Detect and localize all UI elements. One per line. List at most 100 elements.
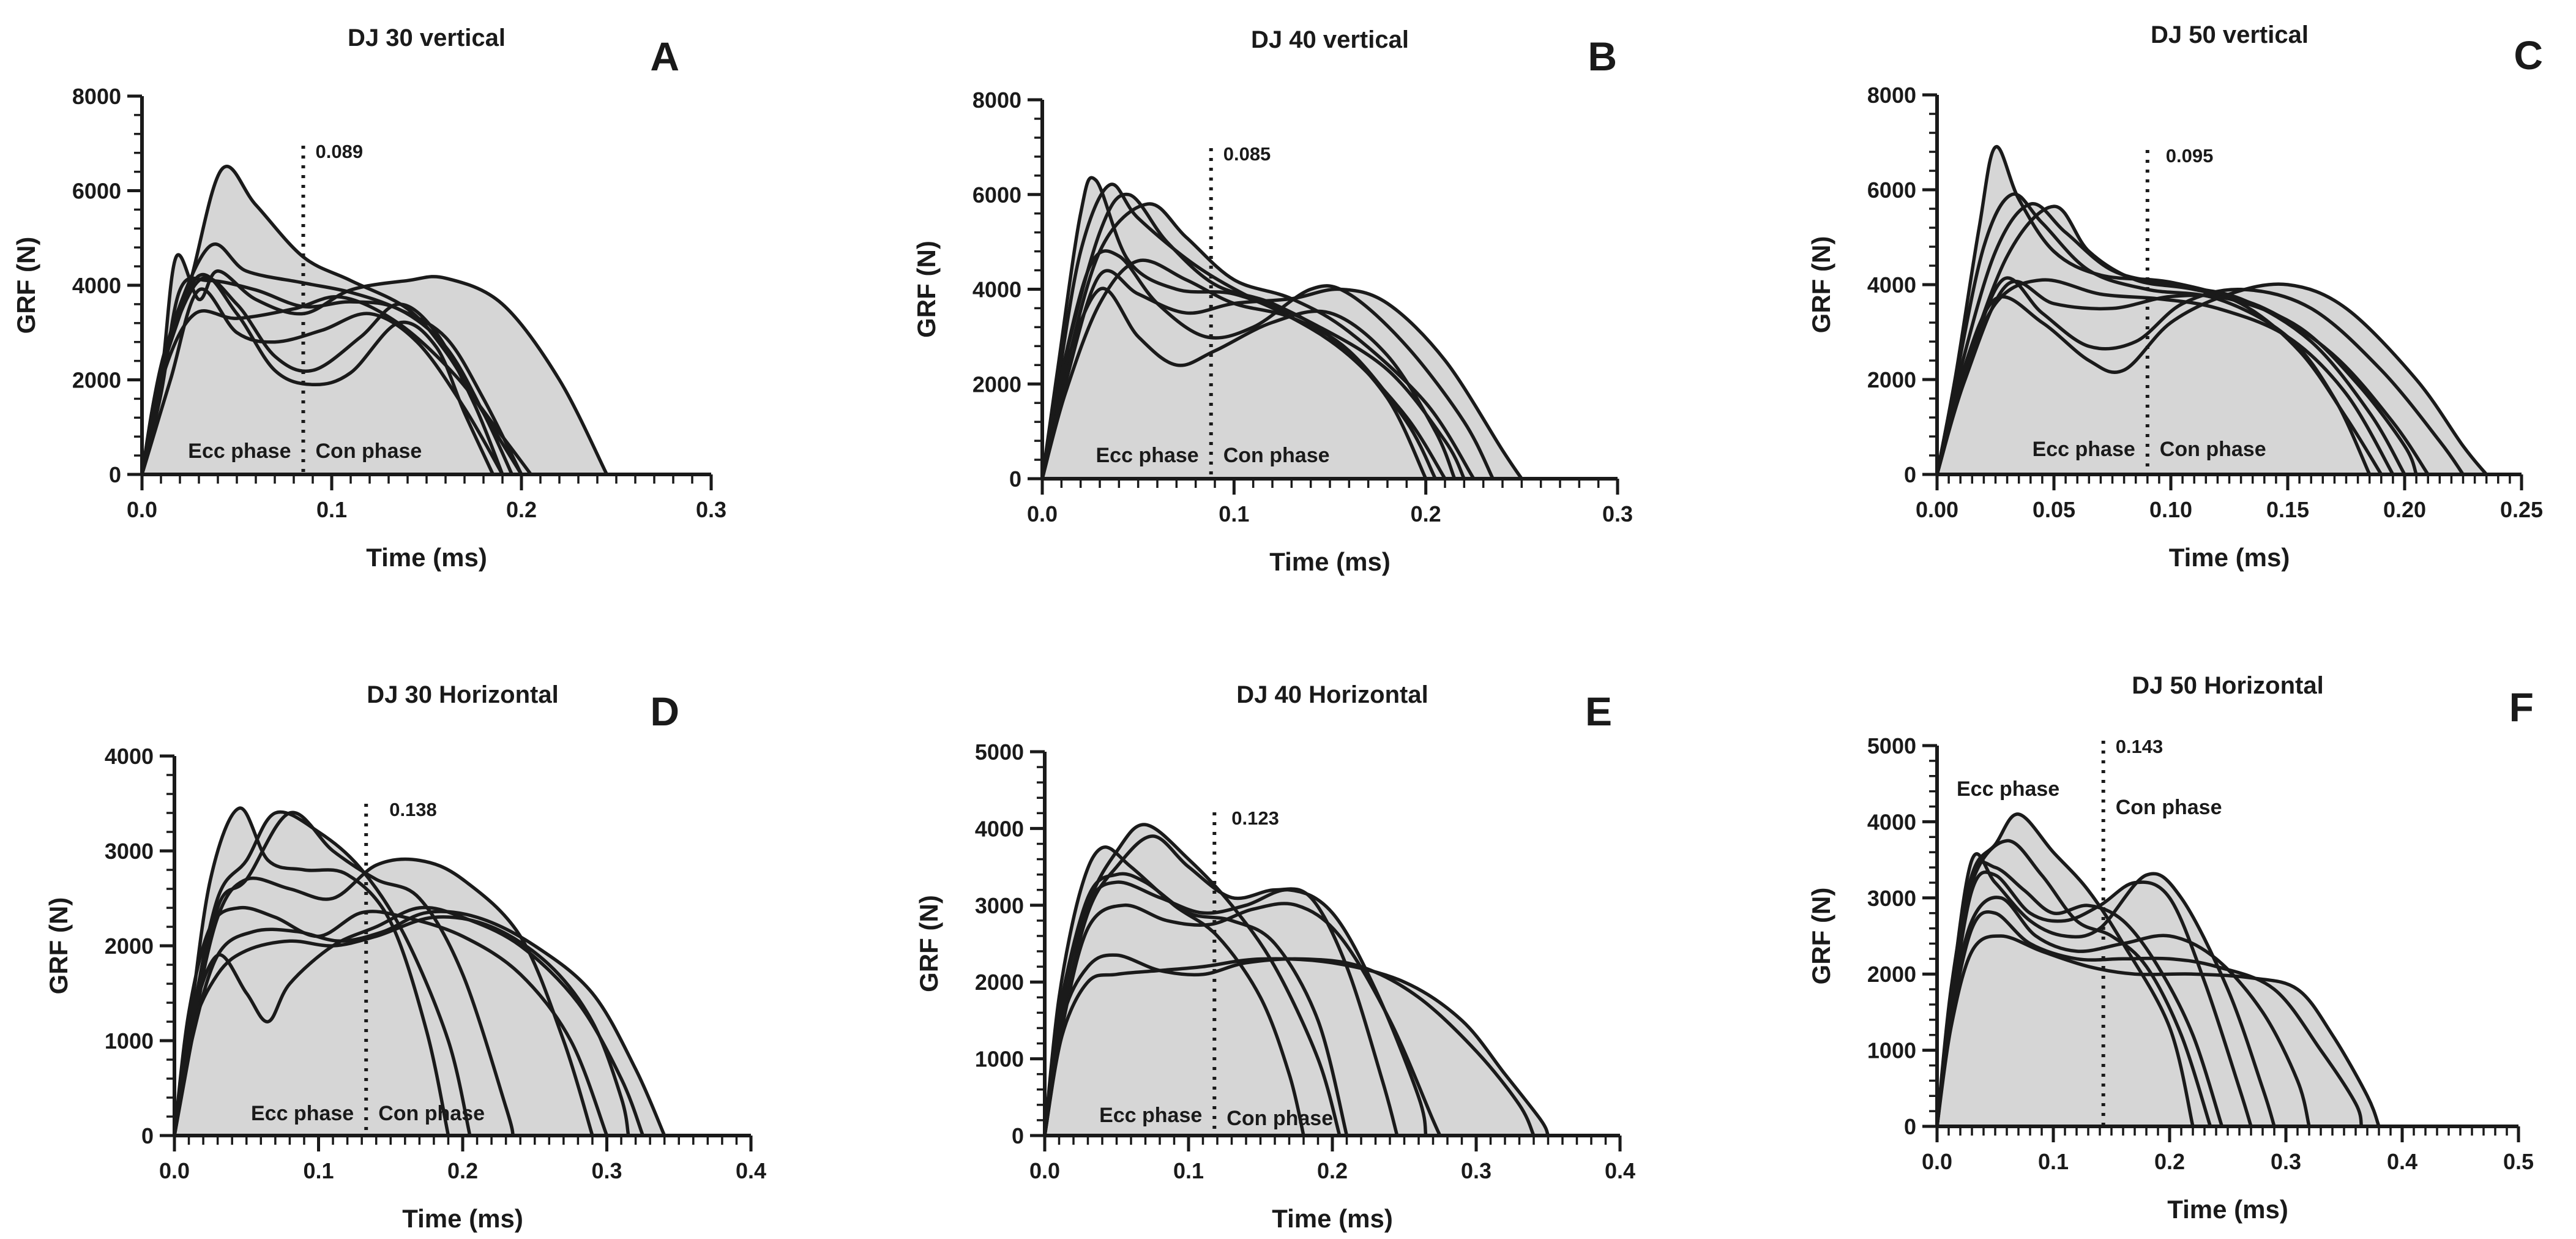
x-axis-label: Time (ms)	[402, 1204, 523, 1233]
y-tick-label: 4000	[105, 744, 154, 769]
y-tick-label: 2000	[1867, 367, 1916, 392]
ecc-phase-label: Ecc phase	[1096, 444, 1199, 467]
x-tick-label: 0.2	[447, 1158, 478, 1183]
y-tick-label: 2000	[1867, 962, 1916, 987]
chart-title: DJ 40 Horizontal	[1236, 681, 1428, 708]
x-tick-label: 0.4	[1605, 1158, 1635, 1183]
phase-divider-value: 0.143	[2116, 736, 2163, 757]
curve-b-trial-5	[1040, 249, 1495, 481]
x-tick-label: 0.5	[2503, 1149, 2534, 1174]
y-tick-label: 4000	[1867, 809, 1916, 834]
x-tick-label: 0.0	[159, 1158, 190, 1183]
area-e-trial-8	[1045, 874, 1347, 1136]
y-tick-label: 6000	[72, 179, 121, 204]
area-f-trial-8	[1937, 862, 2222, 1126]
y-tick-label: 2000	[105, 934, 154, 959]
y-tick-label: 2000	[973, 372, 1021, 397]
x-tick-label: 0.3	[2271, 1149, 2301, 1174]
y-axis-label: GRF (N)	[12, 237, 40, 334]
x-axis-label: Time (ms)	[1269, 547, 1391, 576]
curve-e-trial-7	[1043, 957, 1550, 1137]
curve-f-trial-3	[1935, 870, 2253, 1128]
curve-d-trial-5	[173, 905, 645, 1137]
con-phase-label: Con phase	[1223, 444, 1330, 467]
area-b-trial-8	[1042, 260, 1436, 479]
y-tick-label: 0	[1904, 462, 1916, 487]
curve-c-trial-6	[1935, 282, 2488, 476]
y-tick-label: 4000	[973, 277, 1021, 302]
x-tick-label: 0.1	[303, 1158, 334, 1183]
curve-a-trial-8	[140, 287, 504, 476]
x-tick-label: 0.0	[1029, 1158, 1060, 1183]
y-tick-label: 1000	[1867, 1038, 1916, 1063]
panel-e: 0.0 0.1 0.2 0.3 0.4 0 1000 2000 3000 4000 5000 Time…	[914, 681, 1635, 1233]
curve-f-trial-5	[1935, 896, 2311, 1128]
x-tick-label: 0.3	[1461, 1158, 1491, 1183]
panel-c: 0.00 0.05 0.10 0.15 0.20 0.25 0 2000 4000 6000 800…	[1807, 21, 2543, 572]
x-tick-label: 0.1	[2038, 1149, 2069, 1174]
ecc-phase-label: Ecc phase	[1957, 777, 2059, 801]
x-axis-label: Time (ms)	[2167, 1195, 2288, 1224]
phase-divider-value: 0.085	[1223, 143, 1271, 165]
curve-c-trial-1	[1935, 145, 2383, 476]
curve-e-trial-1	[1043, 845, 1305, 1137]
curve-c-trial-2	[1935, 192, 2372, 476]
x-tick-label: 0.0	[127, 497, 157, 522]
panel-b: 0.0 0.1 0.2 0.3 0 2000 4000 6000 8000 Time (ms) GR…	[912, 26, 1633, 576]
con-phase-label: Con phase	[1226, 1107, 1333, 1130]
x-tick-label: 0.0	[1922, 1149, 1952, 1174]
y-axis-label: GRF (N)	[912, 241, 941, 338]
x-tick-label: 0.1	[1173, 1158, 1204, 1183]
phase-divider-value: 0.089	[316, 141, 364, 162]
ecc-phase-label: Ecc phase	[1099, 1104, 1202, 1127]
panel-a: 0.0 0.1 0.2 0.3 0 2000 4000 6000 8000 Time (ms) GR…	[12, 24, 726, 572]
y-axis-label: GRF (N)	[914, 895, 943, 992]
ecc-phase-label: Ecc phase	[188, 440, 291, 463]
x-tick-label: 0.0	[1027, 501, 1058, 526]
y-tick-label: 0	[1012, 1123, 1024, 1148]
curve-b-trial-8	[1040, 258, 1438, 481]
curve-f-trial-6	[1935, 910, 2364, 1128]
x-tick-label: 0.2	[1411, 501, 1441, 526]
curve-e-trial-3	[1043, 834, 1399, 1137]
chart-title: DJ 50 vertical	[2151, 21, 2309, 48]
x-tick-label: 0.2	[2154, 1149, 2185, 1174]
y-tick-label: 1000	[975, 1047, 1024, 1072]
y-tick-label: 2000	[975, 970, 1024, 995]
panel-f: 0.0 0.1 0.2 0.3 0.4 0.5 0 1000 2000 3000 4000 5000 T…	[1807, 672, 2534, 1224]
y-tick-label: 8000	[1867, 83, 1916, 108]
y-tick-label: 0	[109, 462, 121, 487]
x-tick-label: 0.4	[2387, 1149, 2417, 1174]
curve-d-trial-7	[173, 915, 630, 1137]
panel-label: E	[1585, 689, 1612, 734]
y-tick-label: 1000	[105, 1028, 154, 1054]
y-tick-label: 5000	[1867, 733, 1916, 758]
curve-d-trial-4	[173, 857, 594, 1137]
y-tick-label: 3000	[105, 839, 154, 864]
curve-b-trial-7	[1040, 286, 1457, 481]
y-tick-label: 4000	[1867, 272, 1916, 298]
chart-title: DJ 30 vertical	[348, 24, 506, 51]
x-axis-label: Time (ms)	[2169, 543, 2290, 572]
curve-c-trial-8	[1935, 278, 2395, 476]
x-tick-label: 0.4	[736, 1158, 766, 1183]
curve-b-trial-2	[1040, 182, 1466, 481]
panel-label: A	[650, 34, 679, 79]
x-tick-label: 0.15	[2266, 497, 2309, 522]
panel-d: 0.0 0.1 0.2 0.3 0.4 0 1000 2000 3000 4000 Time (ms…	[44, 681, 766, 1233]
x-axis-label: Time (ms)	[366, 543, 487, 572]
y-axis-label: GRF (N)	[1807, 236, 1835, 334]
panel-label: B	[1588, 34, 1617, 79]
x-tick-label: 0.3	[1602, 501, 1633, 526]
y-tick-label: 4000	[975, 816, 1024, 841]
x-tick-label: 0.3	[696, 497, 726, 522]
y-axis-label: GRF (N)	[44, 897, 73, 995]
x-tick-label: 0.00	[1916, 497, 1958, 522]
y-tick-label: 4000	[72, 273, 121, 298]
y-tick-label: 2000	[72, 368, 121, 393]
panel-label: C	[2514, 32, 2543, 78]
y-tick-label: 8000	[72, 84, 121, 109]
y-tick-label: 6000	[973, 182, 1021, 208]
ecc-phase-label: Ecc phase	[251, 1102, 354, 1125]
